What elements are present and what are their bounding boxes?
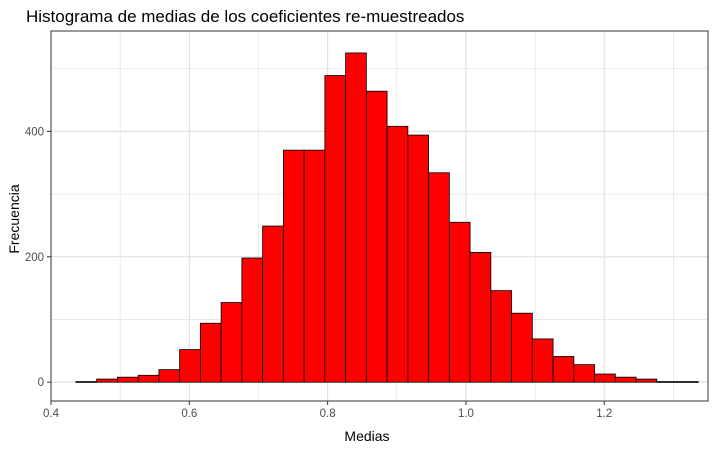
- y-tick-label: 200: [25, 252, 44, 264]
- histogram-bar: [220, 302, 243, 383]
- x-tick-label: 0.6: [181, 408, 197, 420]
- histogram-bar: [386, 125, 409, 383]
- y-tick-label: 0: [38, 377, 44, 389]
- histogram-bar: [158, 369, 181, 383]
- histogram-bar: [656, 381, 678, 383]
- histogram-bar: [635, 378, 658, 383]
- histogram-bar: [75, 381, 98, 383]
- x-tick-label: 1.0: [458, 408, 474, 420]
- y-axis-title: Frecuencia: [6, 184, 22, 253]
- histogram-bar: [469, 251, 492, 383]
- x-tick-label: 0.8: [320, 408, 336, 420]
- x-tick-label: 1.2: [596, 408, 612, 420]
- axis-ticks: 0.4 0.6 0.8 1.0 1.2 0 200 400: [25, 126, 612, 420]
- histogram-bar: [282, 149, 305, 383]
- histogram-bar: [324, 75, 347, 383]
- histogram-bar: [677, 381, 699, 383]
- chart-title: Histograma de medias de los coeficientes…: [26, 7, 464, 26]
- panel-border: [50, 30, 709, 402]
- bars: [75, 52, 699, 383]
- histogram-bar: [531, 338, 554, 383]
- histogram-bar: [552, 356, 575, 383]
- histogram-bar: [448, 221, 471, 383]
- histogram-bar: [365, 90, 388, 383]
- histogram-bar: [96, 378, 118, 383]
- x-tick-label: 0.4: [43, 408, 60, 420]
- histogram-bar: [614, 376, 637, 383]
- histogram-bar: [490, 290, 512, 383]
- histogram-bar: [428, 172, 450, 383]
- y-tick-label: 400: [25, 126, 44, 138]
- histogram-bar: [345, 52, 367, 383]
- histogram-bar: [573, 364, 595, 383]
- x-axis-title: Medias: [344, 428, 389, 444]
- histogram-bar: [241, 257, 264, 383]
- histogram-bar: [407, 134, 430, 383]
- histogram-bar: [262, 225, 284, 383]
- histogram-bar: [116, 376, 139, 383]
- histogram-bar: [199, 322, 222, 383]
- histogram-bar: [303, 149, 326, 383]
- histogram-bar: [511, 312, 533, 383]
- histogram-bar: [137, 374, 160, 383]
- histogram-bar: [594, 373, 616, 383]
- histogram-bar: [179, 349, 201, 383]
